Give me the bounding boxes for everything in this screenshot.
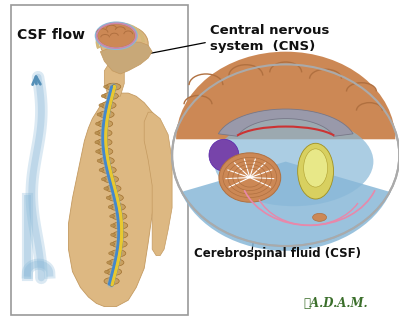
Text: Central nervous: Central nervous xyxy=(210,24,329,37)
Ellipse shape xyxy=(109,252,114,255)
Ellipse shape xyxy=(110,204,125,211)
Ellipse shape xyxy=(214,117,373,206)
Ellipse shape xyxy=(106,268,122,275)
Ellipse shape xyxy=(104,187,109,190)
Ellipse shape xyxy=(304,149,328,187)
Ellipse shape xyxy=(104,277,119,284)
Ellipse shape xyxy=(96,122,100,125)
Ellipse shape xyxy=(97,113,102,116)
Ellipse shape xyxy=(100,25,148,62)
Ellipse shape xyxy=(106,185,121,192)
Ellipse shape xyxy=(313,213,326,221)
Ellipse shape xyxy=(219,153,281,202)
Ellipse shape xyxy=(109,259,124,266)
Polygon shape xyxy=(104,64,124,96)
Polygon shape xyxy=(218,109,353,136)
Ellipse shape xyxy=(101,102,116,109)
Ellipse shape xyxy=(104,85,108,88)
Ellipse shape xyxy=(112,241,127,248)
Polygon shape xyxy=(144,112,172,256)
Ellipse shape xyxy=(110,224,115,227)
Ellipse shape xyxy=(95,132,100,135)
Ellipse shape xyxy=(106,196,111,199)
Ellipse shape xyxy=(101,166,116,173)
Ellipse shape xyxy=(99,157,114,164)
Ellipse shape xyxy=(106,83,121,90)
Ellipse shape xyxy=(108,194,123,201)
Ellipse shape xyxy=(96,150,100,153)
Ellipse shape xyxy=(110,215,114,218)
Text: Cerebrospinal fluid (CSF): Cerebrospinal fluid (CSF) xyxy=(194,247,361,260)
Ellipse shape xyxy=(97,24,135,48)
Ellipse shape xyxy=(102,178,106,181)
Ellipse shape xyxy=(98,148,113,155)
Ellipse shape xyxy=(107,261,112,264)
Ellipse shape xyxy=(111,250,126,257)
Ellipse shape xyxy=(98,120,113,127)
Ellipse shape xyxy=(108,205,113,209)
Ellipse shape xyxy=(298,143,334,199)
Ellipse shape xyxy=(101,94,106,98)
Ellipse shape xyxy=(99,168,104,172)
Ellipse shape xyxy=(113,231,128,238)
Ellipse shape xyxy=(99,111,114,118)
Bar xyxy=(11,5,188,315)
Polygon shape xyxy=(100,42,152,74)
Text: system  (CNS): system (CNS) xyxy=(210,40,315,53)
Circle shape xyxy=(172,64,399,246)
Ellipse shape xyxy=(112,222,128,229)
Text: ★A.D.A.M.: ★A.D.A.M. xyxy=(303,297,368,309)
Ellipse shape xyxy=(112,213,127,220)
Ellipse shape xyxy=(97,130,112,137)
Wedge shape xyxy=(176,52,395,139)
Text: CSF flow: CSF flow xyxy=(17,28,85,42)
Ellipse shape xyxy=(97,139,112,146)
Ellipse shape xyxy=(110,243,115,246)
Wedge shape xyxy=(181,162,390,251)
Ellipse shape xyxy=(111,233,116,236)
Ellipse shape xyxy=(103,176,118,183)
Ellipse shape xyxy=(97,159,102,162)
Ellipse shape xyxy=(103,92,118,100)
Ellipse shape xyxy=(209,139,239,171)
Polygon shape xyxy=(68,93,164,307)
Ellipse shape xyxy=(104,270,109,273)
Ellipse shape xyxy=(95,141,100,144)
Ellipse shape xyxy=(99,104,104,107)
